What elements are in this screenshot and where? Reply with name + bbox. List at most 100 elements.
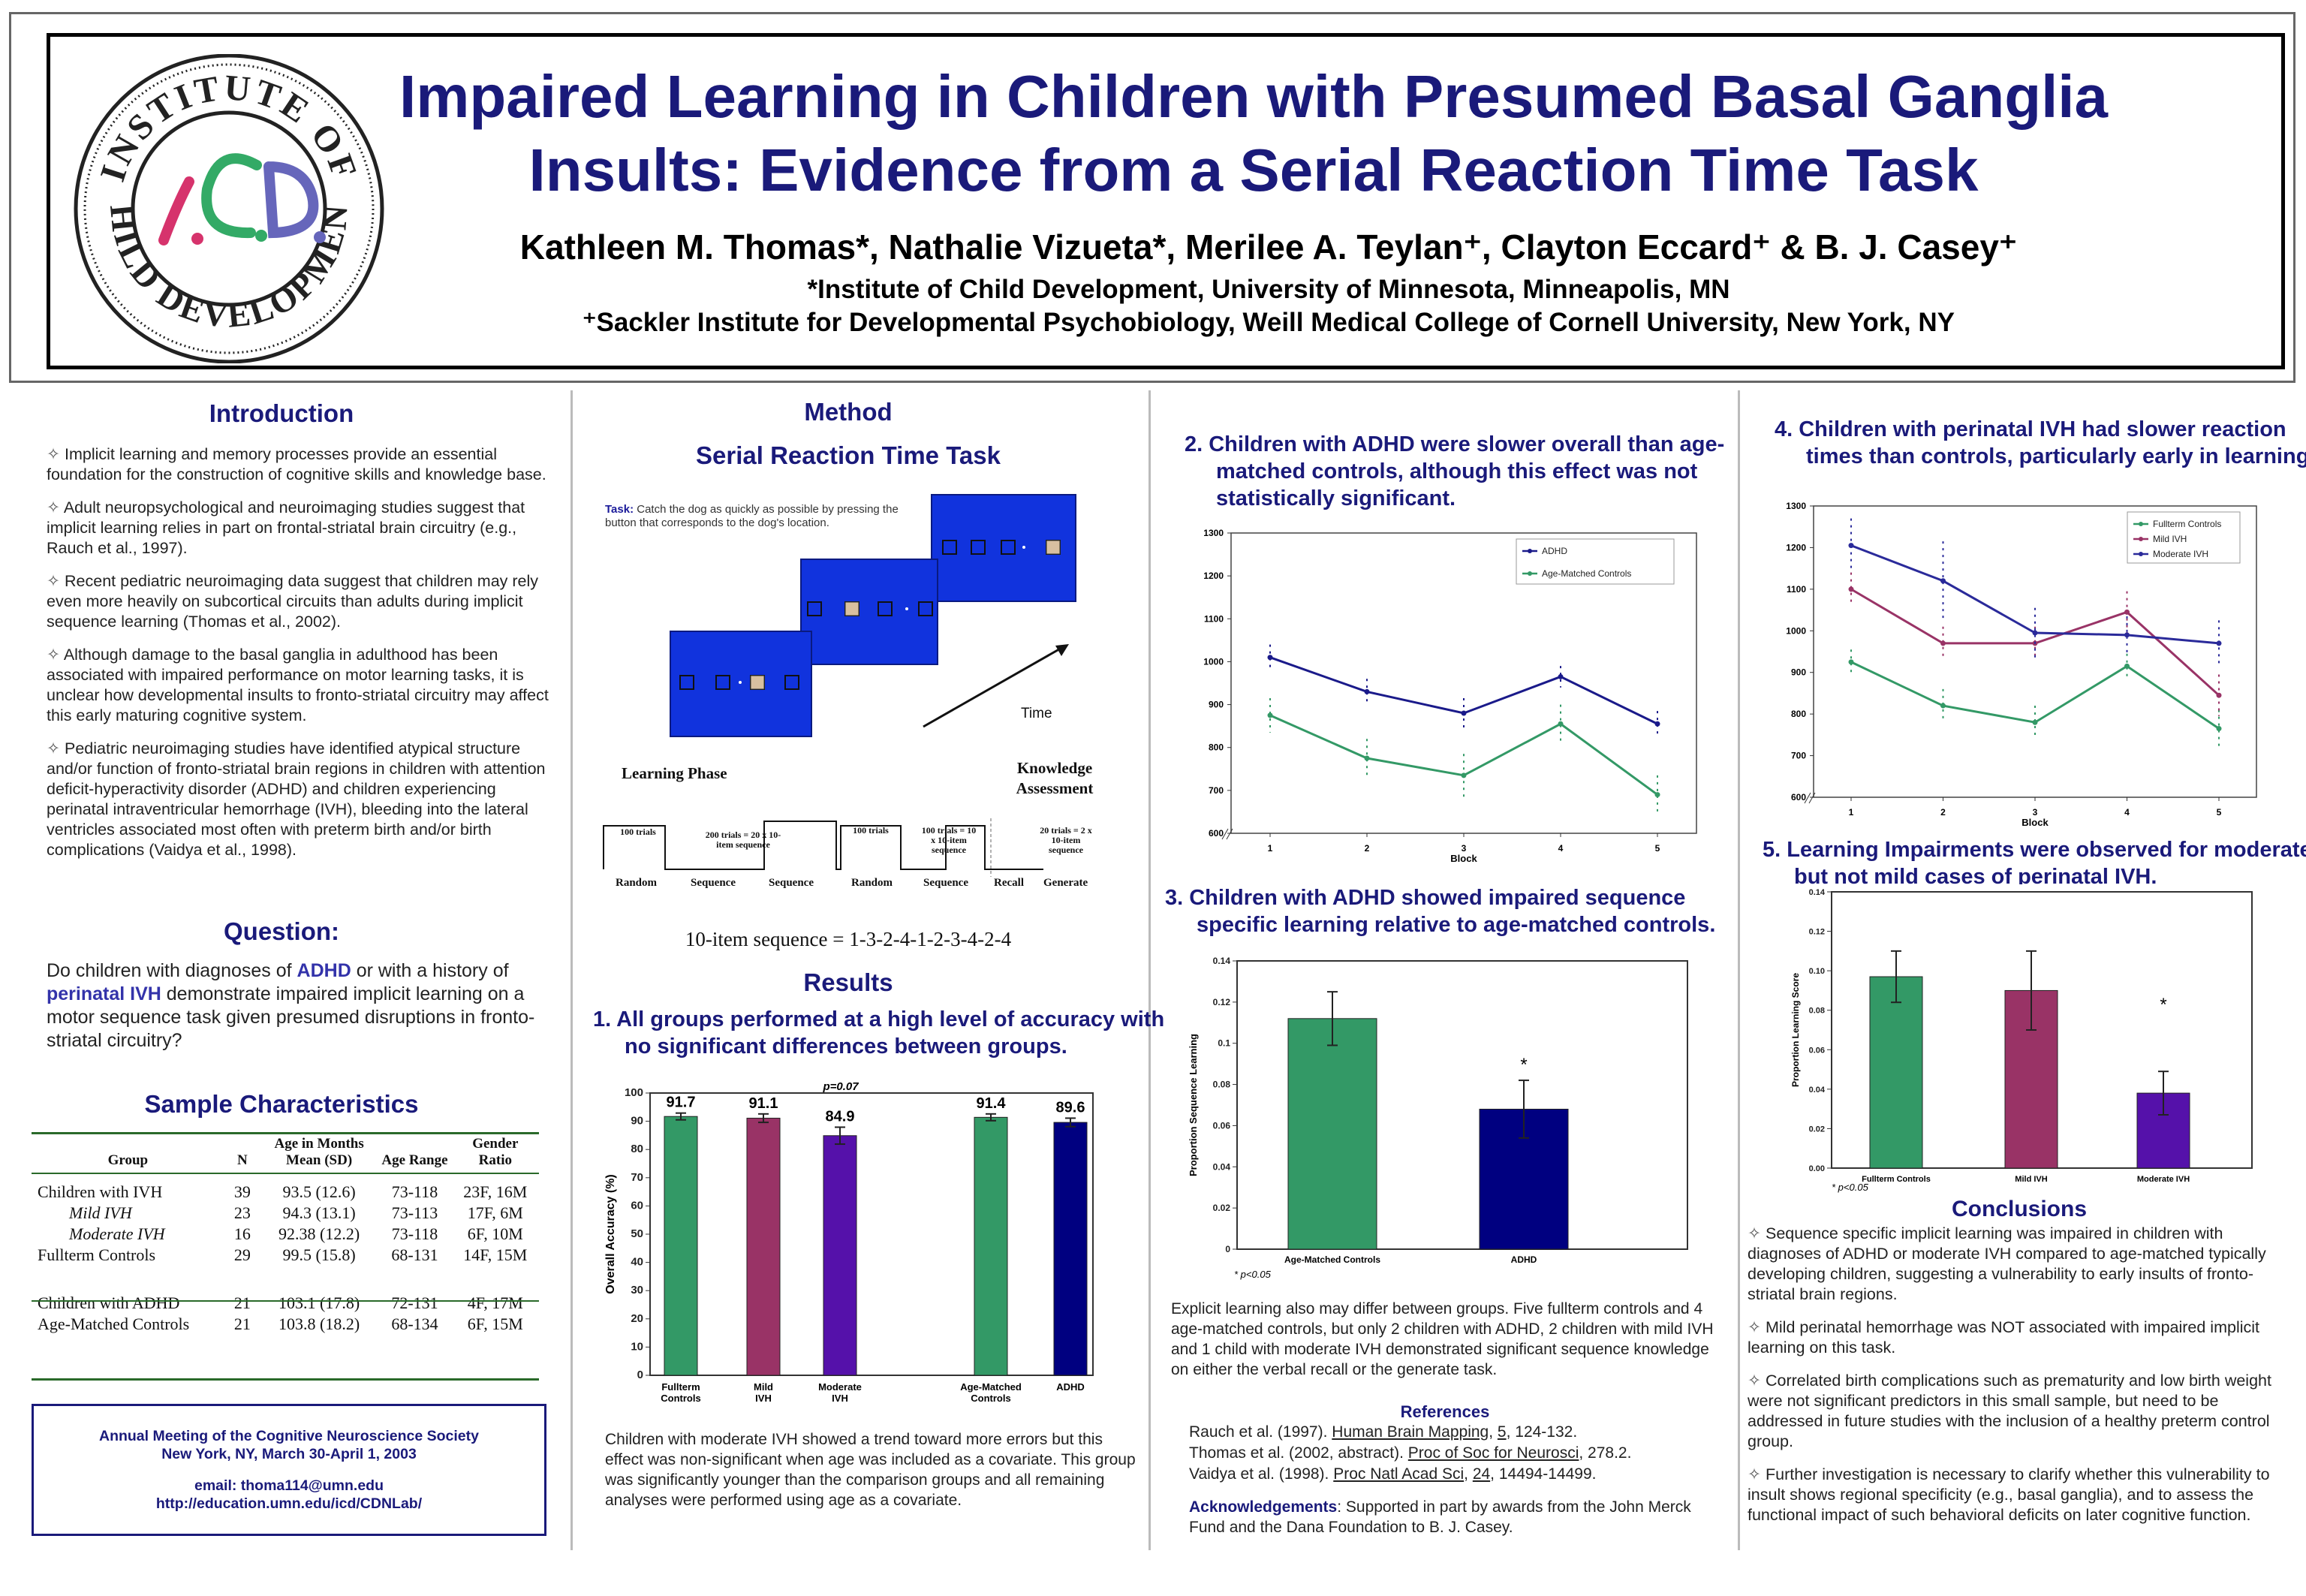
reference-post: , 14494-14499. bbox=[1490, 1465, 1597, 1483]
table-cell: 73-118 bbox=[391, 1182, 438, 1201]
table-cell: 6F, 15M bbox=[467, 1314, 523, 1333]
table-cell: 103.8 (18.2) bbox=[278, 1314, 360, 1333]
table-cell: 68-134 bbox=[391, 1314, 438, 1333]
y-tick-label: 0.1 bbox=[1218, 1038, 1230, 1049]
y-tick-label: 40 bbox=[631, 1256, 643, 1269]
y-tick-label: 0.06 bbox=[1213, 1120, 1231, 1131]
conclusion-bullet-text: Mild perinatal hemorrhage was NOT associ… bbox=[1748, 1318, 2260, 1357]
icd-logo: INSTITUTE OF CHILD DEVELOPMENT bbox=[72, 54, 384, 363]
conclusion-bullet-4: ✧ Further investigation is necessary to … bbox=[1748, 1465, 2273, 1525]
introduction-heading: Introduction bbox=[209, 399, 354, 427]
y-tick-label: 10 bbox=[631, 1340, 643, 1353]
table-cell: 73-113 bbox=[391, 1203, 438, 1222]
stimulus-boxes bbox=[679, 540, 1061, 690]
reference-mid: , bbox=[1464, 1465, 1473, 1483]
category-label: ADHD bbox=[1511, 1254, 1537, 1265]
y-tick-label: 0 bbox=[1225, 1244, 1230, 1254]
table-cell: 17F, 6M bbox=[467, 1203, 523, 1222]
time-label: Time bbox=[1021, 706, 1052, 721]
result-3-heading: 3. Children with ADHD showed impaired se… bbox=[1165, 886, 1716, 937]
reference-u2: 5 bbox=[1497, 1423, 1507, 1441]
reference-pre: Vaidya et al. (1998). bbox=[1189, 1465, 1334, 1483]
legend-label: Mild IVH bbox=[2153, 534, 2187, 544]
data-point bbox=[1267, 712, 1273, 718]
data-point bbox=[2032, 630, 2038, 636]
y-tick-label: 0.10 bbox=[1809, 967, 1825, 976]
y-tick-label: 800 bbox=[1791, 709, 1806, 719]
acknowledgements: Acknowledgements: Supported in part by a… bbox=[1189, 1497, 1714, 1537]
legend-marker bbox=[2139, 522, 2143, 526]
block-label-3: 100 trials bbox=[853, 825, 889, 836]
table-cell: Fullterm Controls bbox=[38, 1245, 156, 1264]
y-tick-label: 0.14 bbox=[1809, 888, 1826, 897]
result-1-heading: 1. All groups performed at a high level … bbox=[593, 1007, 1165, 1058]
table-row: Children with IVH 39 93.5 (12.6) 73-118 23F,… bbox=[33, 1182, 537, 1203]
conclusions-list: ✧ Sequence specific implicit learning wa… bbox=[1748, 1224, 2273, 1538]
y-tick-label: 0.12 bbox=[1809, 928, 1825, 937]
y-tick-label: 0.08 bbox=[1213, 1080, 1231, 1090]
task-label: Task: bbox=[605, 503, 634, 516]
plot-area bbox=[649, 1092, 1094, 1376]
legend-marker bbox=[2139, 537, 2143, 541]
question-heading: Question: bbox=[224, 917, 339, 945]
bar bbox=[746, 1117, 781, 1376]
column-divider-1 bbox=[570, 390, 573, 1550]
method-subheading: Serial Reaction Time Task bbox=[696, 441, 1001, 469]
category-label: Age-Matched Controls bbox=[1284, 1254, 1380, 1265]
category-label: Moderate IVH bbox=[818, 1381, 862, 1404]
authors: Kathleen M. Thomas*, Nathalie Vizueta*, … bbox=[519, 227, 2018, 267]
block-timeline bbox=[603, 818, 1043, 877]
results-heading: Results bbox=[803, 968, 893, 996]
y-axis-label: Proportion Sequence Learning bbox=[1188, 1034, 1199, 1176]
y-tick-label: 1200 bbox=[1203, 571, 1224, 581]
table-cell: 6F, 10M bbox=[467, 1224, 523, 1243]
y-tick-label: 1100 bbox=[1204, 613, 1224, 624]
category-label: Mild IVH bbox=[2015, 1175, 2047, 1184]
legend-box bbox=[1516, 538, 1675, 585]
conclusion-bullet-text: Sequence specific implicit learning was … bbox=[1748, 1224, 2266, 1303]
y-tick-label: 1300 bbox=[1203, 528, 1224, 538]
reference-u: Proc of Soc for Neurosci bbox=[1407, 1444, 1579, 1462]
table-row: Age-Matched Controls 21 103.8 (18.2) 68-134… bbox=[33, 1314, 537, 1335]
significance-star: * bbox=[1520, 1055, 1527, 1075]
y-tick-label: 0.02 bbox=[1809, 1125, 1825, 1134]
meeting-box: Annual Meeting of the Cognitive Neurosci… bbox=[32, 1404, 546, 1536]
y-tick-label: 1100 bbox=[1787, 584, 1806, 595]
legend-marker bbox=[2139, 552, 2143, 556]
sample-heading: Sample Characteristics bbox=[144, 1090, 419, 1118]
table-cell: 4F, 17M bbox=[467, 1293, 523, 1312]
category-label: Age-Matched Controls bbox=[960, 1381, 1022, 1404]
bar bbox=[974, 1116, 1008, 1376]
sample-table-topline bbox=[32, 1132, 539, 1134]
reference-pre: Rauch et al. (1997). bbox=[1189, 1423, 1332, 1441]
x-tick-label: 5 bbox=[2217, 807, 2222, 818]
reference-item: Rauch et al. (1997). Human Brain Mapping… bbox=[1189, 1422, 1714, 1443]
table-cell: 23 bbox=[233, 1203, 251, 1222]
y-tick-label: 1200 bbox=[1786, 542, 1806, 553]
ivh-learning-bar-chart: 0.00 0.02 0.04 0.06 0.08 0.10 0.12 0.14 Proporti… bbox=[1787, 884, 2282, 1200]
column-divider-2 bbox=[1148, 390, 1151, 1550]
category-label: Fullterm Controls bbox=[661, 1381, 700, 1404]
data-point bbox=[1267, 655, 1273, 661]
category-label: Fullterm Controls bbox=[1862, 1175, 1931, 1184]
meeting-url[interactable]: http://education.umn.edu/icd/CDNLab/ bbox=[155, 1495, 423, 1512]
phase-random-2: Random bbox=[851, 877, 893, 889]
table-cell: 21 bbox=[233, 1314, 251, 1333]
accuracy-bar-chart: 0 10 20 30 40 50 60 70 80 90 100 Overall Accuracy (… bbox=[593, 1074, 1111, 1419]
task-description: Task: Catch the dog as quickly as possib… bbox=[605, 503, 920, 530]
title-line-2: Insults: Evidence from a Serial Reaction… bbox=[528, 137, 1979, 203]
axis-break-icon bbox=[1221, 828, 1233, 840]
table-cell: 103.1 (17.8) bbox=[278, 1293, 360, 1312]
x-tick-label: 3 bbox=[2033, 807, 2038, 818]
question-part-2: or with a history of bbox=[351, 960, 509, 981]
data-point bbox=[1940, 578, 1946, 584]
references-heading: References bbox=[1400, 1402, 1490, 1421]
data-point bbox=[1558, 673, 1564, 679]
data-point bbox=[1654, 721, 1660, 727]
question-text: Do children with diagnoses of ADHD or wi… bbox=[47, 959, 542, 1052]
result-2-heading: 2. Children with ADHD were slower overal… bbox=[1185, 432, 1725, 510]
table-row: Mild IVH 23 94.3 (13.1) 73-113 17F, 6M bbox=[33, 1203, 537, 1224]
data-point bbox=[2216, 640, 2222, 646]
block-label-2: 200 trials = 20 x 10-item sequence bbox=[705, 830, 781, 850]
block-label-1: 100 trials bbox=[620, 827, 656, 837]
